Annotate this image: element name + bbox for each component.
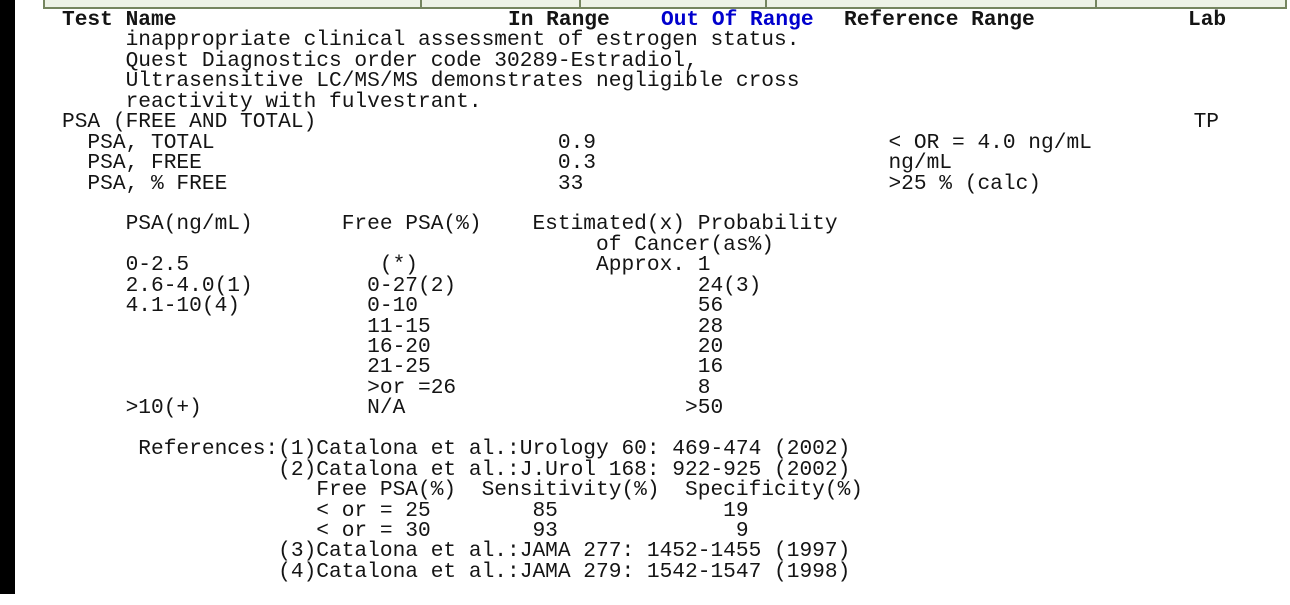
reference-line-2: (2)Catalona et al.:J.Urol 168: 922-925 (… xyxy=(62,457,851,482)
reference-line-4: (4)Catalona et al.:JAMA 279: 1542-1547 (… xyxy=(62,559,851,584)
left-edge-bar xyxy=(0,0,15,594)
column-header-in-range: In Range xyxy=(508,8,610,32)
strip-cell-divider xyxy=(579,0,581,7)
probability-table-row: >or =26 8 xyxy=(62,375,711,400)
probability-table-row: 11-15 28 xyxy=(62,314,724,339)
probability-table-row: 0-2.5 (*) Approx. 1 xyxy=(62,253,711,278)
reference-subtable-header-line: Free PSA(%) Sensitivity(%) Specificity(%… xyxy=(62,478,864,503)
reference-subtable-row: < or = 25 85 19 xyxy=(62,498,749,523)
result-line-psa-free: PSA, FREE 0.3 ng/mL xyxy=(62,151,953,176)
strip-cell-divider xyxy=(1095,0,1097,7)
clipped-table-border-strip xyxy=(43,0,1287,9)
probability-table-row: 2.6-4.0(1) 0-27(2) 24(3) xyxy=(62,273,762,298)
probability-table-row: 16-20 20 xyxy=(62,335,724,359)
panel-title-line-psa-free-and-total: PSA (FREE AND TOTAL) TP xyxy=(62,110,1220,135)
probability-table-row: 4.1-10(4) 0-10 56 xyxy=(62,294,724,319)
probability-table-row: 21-25 16 xyxy=(62,355,724,380)
note-line: reactivity with fulvestrant. xyxy=(62,89,482,114)
note-line: inappropriate clinical assessment of est… xyxy=(62,28,800,53)
result-line-psa-total: PSA, TOTAL 0.9 < OR = 4.0 ng/mL xyxy=(62,130,1092,155)
blank-line xyxy=(62,194,1290,214)
column-header-test-name: Test Name xyxy=(62,8,177,32)
strip-cell-divider xyxy=(420,0,422,7)
probability-table-header-line: PSA(ng/mL) Free PSA(%) Estimated(x) Prob… xyxy=(62,212,838,237)
column-header-lab: Lab xyxy=(1188,8,1227,32)
reference-subtable-row: < or = 30 93 9 xyxy=(62,518,749,543)
result-line-psa-percent-free: PSA, % FREE 33 >25 % (calc) xyxy=(62,171,1042,196)
strip-cell-divider xyxy=(765,0,767,7)
report-body: Test Name In Range Out Of Range Referenc… xyxy=(62,8,1290,584)
blank-line xyxy=(62,419,1290,439)
column-header-reference-range: Reference Range xyxy=(844,8,1035,32)
column-header-row: Test Name In Range Out Of Range Referenc… xyxy=(62,8,1290,32)
reference-line-1: References:(1)Catalona et al.:Urology 60… xyxy=(62,437,851,462)
column-header-out-of-range: Out Of Range xyxy=(661,8,814,32)
note-line: Quest Diagnostics order code 30289-Estra… xyxy=(62,48,698,73)
probability-table-row: >10(+) N/A >50 xyxy=(62,396,724,421)
probability-table-header-line: of Cancer(as%) xyxy=(62,232,775,257)
reference-line-3: (3)Catalona et al.:JAMA 277: 1452-1455 (… xyxy=(62,539,851,564)
note-line: Ultrasensitive LC/MS/MS demonstrates neg… xyxy=(62,69,800,94)
